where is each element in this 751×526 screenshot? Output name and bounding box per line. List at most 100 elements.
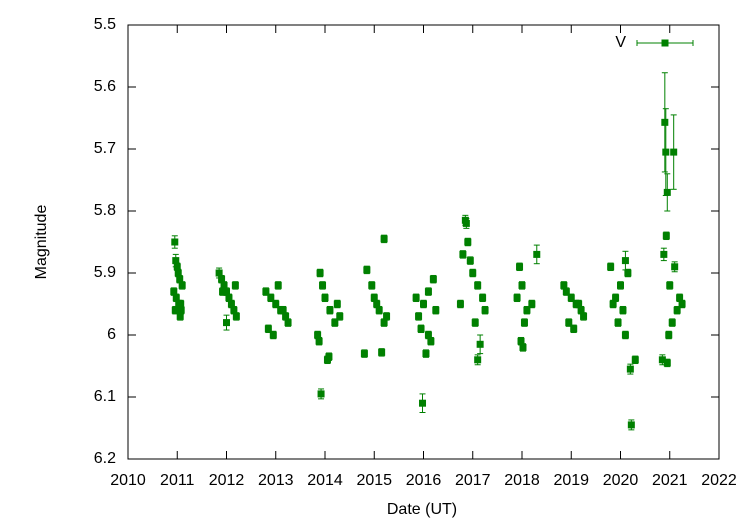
y-tick-label: 6.2 (94, 450, 116, 467)
point (464, 238, 472, 246)
point (513, 294, 521, 302)
point (621, 331, 629, 339)
legend-label: V (615, 34, 626, 51)
point (219, 288, 227, 296)
point (174, 269, 182, 277)
point (232, 312, 240, 320)
point (476, 340, 484, 348)
point (663, 188, 671, 196)
point (172, 257, 180, 265)
point (424, 288, 432, 296)
x-tick-label: 2015 (356, 472, 392, 489)
x-tick-label: 2014 (307, 472, 343, 489)
point (223, 319, 230, 327)
point (176, 312, 184, 320)
y-tick-label: 5.9 (94, 264, 116, 281)
point (626, 365, 634, 373)
point (668, 319, 676, 327)
point (279, 306, 287, 314)
point (429, 275, 437, 283)
point (660, 250, 668, 258)
point (427, 337, 435, 345)
x-tick-label: 2021 (652, 472, 688, 489)
point (673, 306, 681, 314)
point (218, 275, 226, 283)
x-tick-label: 2020 (603, 472, 639, 489)
point (267, 294, 275, 302)
point (466, 257, 474, 265)
point (378, 348, 386, 356)
point (469, 269, 477, 277)
point (422, 350, 430, 358)
point (565, 319, 573, 327)
point (662, 148, 670, 156)
point (663, 359, 671, 367)
point (370, 294, 378, 302)
point (269, 331, 277, 339)
point (612, 294, 620, 302)
point (336, 312, 344, 320)
point (331, 319, 339, 327)
x-tick-label: 2019 (553, 472, 589, 489)
point (474, 356, 482, 364)
y-tick-label: 5.6 (94, 78, 116, 95)
point (417, 325, 425, 333)
point (171, 306, 179, 314)
point (415, 312, 423, 320)
point (678, 300, 686, 308)
point (520, 319, 528, 327)
point (533, 250, 541, 258)
point (227, 300, 235, 308)
point (567, 294, 575, 302)
y-tick-label: 5.7 (94, 140, 116, 157)
point (624, 269, 632, 277)
point (325, 353, 333, 361)
point (523, 306, 531, 314)
point (220, 281, 228, 289)
point (607, 263, 615, 271)
y-axis-title: Magnitude (33, 205, 50, 280)
point (631, 356, 639, 364)
x-tick-label: 2017 (455, 472, 491, 489)
point (264, 325, 272, 333)
x-tick-label: 2016 (406, 472, 442, 489)
point (471, 319, 479, 327)
point (516, 263, 524, 271)
point (424, 331, 432, 339)
point (172, 294, 180, 302)
point (368, 281, 376, 289)
x-axis-title: Date (UT) (387, 501, 457, 518)
point (619, 306, 627, 314)
y-tick-label: 5.5 (94, 16, 116, 33)
point (456, 300, 464, 308)
point (580, 312, 588, 320)
point (661, 118, 669, 126)
x-tick-label: 2013 (258, 472, 294, 489)
point (360, 350, 368, 358)
point (474, 281, 482, 289)
point (177, 306, 185, 314)
point (274, 281, 282, 289)
point (412, 294, 420, 302)
point (282, 312, 290, 320)
point (333, 300, 341, 308)
point (658, 356, 666, 364)
point (383, 312, 391, 320)
point (614, 319, 622, 327)
point (380, 235, 388, 243)
point (373, 300, 381, 308)
point (665, 331, 673, 339)
point (479, 294, 487, 302)
point (432, 306, 440, 314)
point (284, 319, 292, 327)
point (459, 250, 467, 258)
legend-marker (661, 39, 669, 47)
point (617, 281, 624, 289)
point (462, 219, 470, 227)
y-tick-label: 6.1 (94, 388, 116, 405)
point (363, 266, 371, 274)
x-tick-label: 2010 (110, 472, 146, 489)
point (575, 300, 583, 308)
point (314, 331, 322, 339)
